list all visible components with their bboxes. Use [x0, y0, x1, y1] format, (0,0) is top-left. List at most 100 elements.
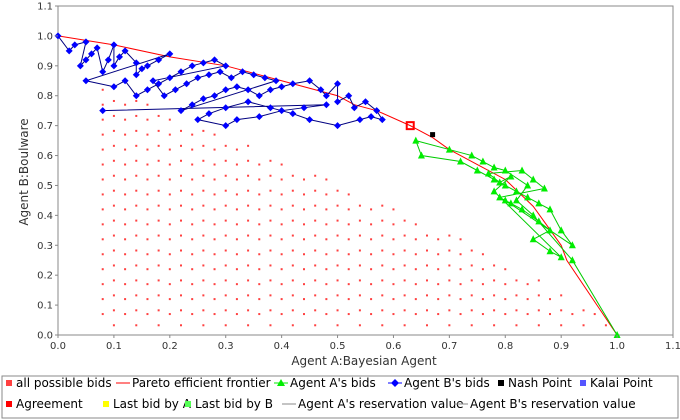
possible-bid-point	[124, 283, 127, 286]
possible-bid-point	[269, 159, 272, 162]
agent-a-bid-point	[529, 211, 537, 219]
x-tick-label: 1.1	[665, 341, 680, 352]
possible-bid-point	[370, 223, 373, 226]
agent-b-bid-point	[233, 116, 241, 124]
possible-bid-point	[347, 223, 350, 226]
possible-bid-point	[358, 249, 361, 252]
possible-bid-point	[291, 324, 294, 327]
possible-bid-point	[269, 309, 272, 312]
agent-b-bid-point	[171, 86, 179, 94]
possible-bid-point	[180, 294, 182, 297]
possible-bid-point	[537, 309, 540, 312]
possible-bid-point	[549, 313, 551, 316]
possible-bid-point	[325, 208, 328, 211]
possible-bid-point	[135, 264, 138, 267]
x-tick-label: 0.3	[218, 341, 234, 352]
possible-bid-point	[526, 298, 529, 301]
possible-bid-point	[303, 283, 305, 286]
legend: all possible bids Pareto efficient fronti…	[1, 375, 679, 419]
possible-bid-point	[191, 208, 194, 211]
possible-bid-point	[258, 238, 261, 241]
agent-b-bid-point	[160, 92, 168, 100]
possible-bid-point	[370, 253, 373, 256]
all-possible-bids	[101, 88, 607, 327]
x-tick-label: 0.4	[274, 341, 290, 352]
possible-bid-point	[202, 219, 205, 222]
possible-bid-point	[381, 324, 384, 327]
possible-bid-point	[235, 268, 238, 271]
possible-bid-point	[112, 309, 115, 312]
agent-b-bid-point	[278, 107, 286, 115]
possible-bid-point	[157, 249, 160, 252]
possible-bid-point	[515, 324, 518, 327]
x-tick-label: 0.6	[386, 341, 402, 352]
possible-bid-point	[224, 264, 227, 267]
possible-bid-point	[124, 238, 127, 241]
agent-a-bid-point	[546, 247, 554, 255]
agent-a-bid-point	[529, 235, 537, 243]
possible-bid-point	[213, 208, 216, 211]
agent-a-bid-point	[501, 181, 509, 189]
possible-bid-point	[347, 268, 350, 271]
possible-bid-point	[202, 264, 205, 267]
possible-bid-point	[426, 249, 428, 252]
y-tick-label: 0.5	[37, 181, 53, 192]
special-points	[405, 121, 436, 138]
agent-b-bid-point	[278, 83, 286, 91]
possible-bid-point	[381, 279, 384, 282]
possible-bid-point	[224, 159, 227, 162]
agent-b-bid-point	[222, 122, 230, 130]
possible-bid-point	[481, 253, 484, 256]
possible-bid-point	[314, 279, 317, 282]
possible-bid-point	[269, 279, 272, 282]
possible-bid-point	[224, 279, 227, 282]
possible-bid-point	[325, 193, 328, 196]
legend-label: Nash Point	[508, 376, 572, 390]
possible-bid-point	[168, 118, 171, 121]
agent-a-bid-point	[507, 172, 515, 180]
legend-label: Agreement	[16, 397, 83, 411]
possible-bid-point	[191, 178, 194, 181]
possible-bid-point	[526, 313, 529, 316]
possible-bid-point	[146, 208, 149, 211]
axes: 0.0 0.1 0.2 0.3 0.4 0.5 0.6 0.7 0.8 0.9 1.0 1.1 0.0 0…	[37, 2, 680, 353]
agent-a-bid-point	[490, 163, 498, 171]
agent-b-bid-point	[177, 107, 185, 115]
possible-bid-point	[481, 313, 484, 316]
possible-bid-point	[112, 174, 115, 177]
agent-a-bid-point	[473, 166, 481, 174]
agreement-point	[405, 121, 415, 131]
agent-b-bid-point	[205, 110, 213, 118]
possible-bid-point	[168, 163, 171, 166]
possible-bid-point	[247, 204, 250, 207]
possible-bid-point	[224, 174, 227, 177]
possible-bid-point	[202, 279, 205, 282]
agent-b-bid-point	[88, 50, 96, 58]
possible-bid-point	[493, 309, 496, 312]
possible-bid-point	[101, 298, 104, 301]
possible-bid-point	[202, 189, 205, 192]
possible-bid-point	[180, 264, 182, 267]
possible-bid-point	[437, 238, 440, 241]
possible-bid-point	[481, 268, 484, 271]
possible-bid-point	[291, 174, 294, 177]
possible-bid-point	[135, 189, 138, 192]
agent-a-bid-point	[613, 331, 621, 338]
possible-bid-point	[291, 204, 294, 207]
possible-bid-point	[235, 253, 238, 256]
agent-a-bids-line	[415, 139, 618, 336]
possible-bid-point	[336, 279, 339, 282]
possible-bid-point	[347, 253, 350, 256]
agent-b-bid-point	[65, 47, 73, 55]
possible-bid-point	[325, 178, 328, 181]
legend-swatch	[580, 380, 586, 386]
possible-bid-point	[157, 279, 160, 282]
legend-label: Last bid by A	[113, 397, 192, 411]
possible-bid-point	[526, 283, 529, 286]
possible-bid-point	[347, 193, 350, 196]
possible-bid-point	[403, 294, 406, 297]
possible-bid-point	[191, 313, 194, 316]
possible-bid-point	[124, 148, 127, 151]
agent-a-bid-point	[546, 205, 554, 213]
possible-bid-point	[336, 264, 339, 267]
